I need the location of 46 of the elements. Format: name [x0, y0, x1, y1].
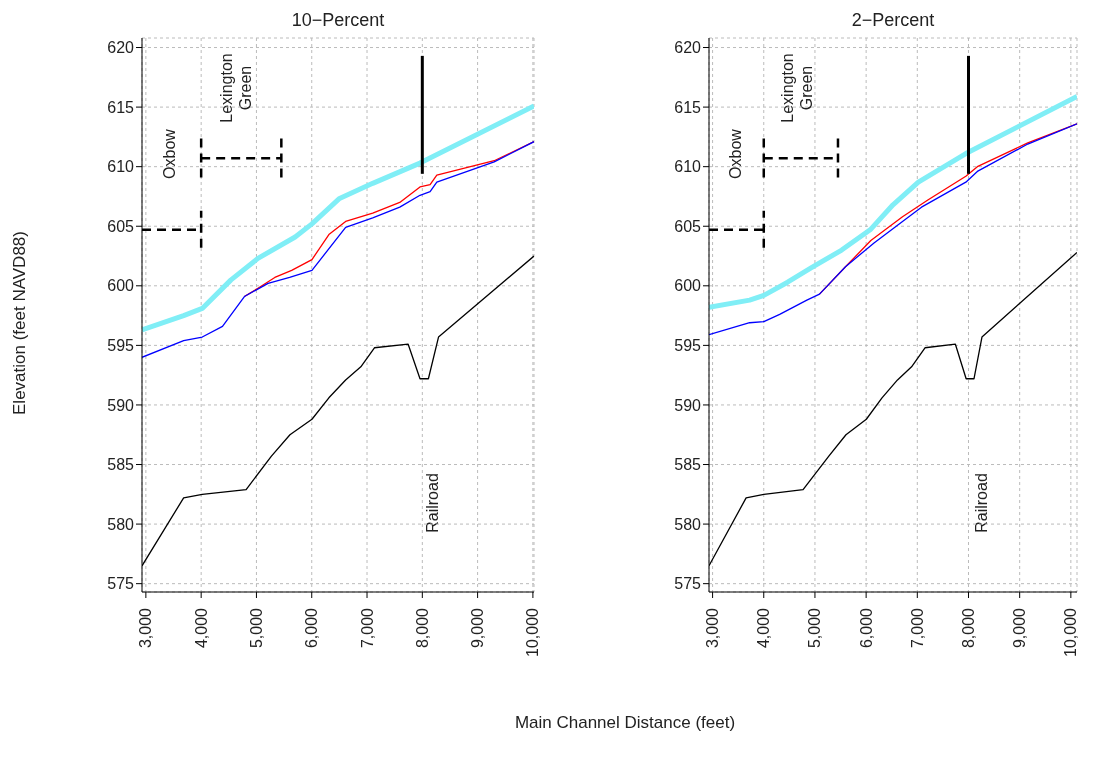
y-tick-label: 590: [107, 396, 135, 414]
x-tick-label: 6,000: [303, 607, 321, 649]
x-tick-label: 8,000: [959, 607, 977, 649]
x-tick-label: 3,000: [137, 607, 155, 649]
y-tick-label: 595: [674, 337, 702, 355]
annotation: Railroad: [422, 473, 442, 534]
y-tick-label: 575: [107, 575, 135, 593]
x-tick-label: 8,000: [413, 607, 431, 649]
y-tick-label: 600: [674, 277, 702, 295]
y-tick-label: 605: [674, 217, 702, 235]
annotation: Oxbow: [159, 129, 179, 180]
y-tick-label: 605: [107, 217, 135, 235]
x-tick-label: 5,000: [247, 607, 265, 649]
y-tick-label: 575: [674, 575, 702, 593]
x-axis-title: Main Channel Distance (feet): [513, 713, 737, 733]
y-tick-label: 585: [674, 456, 702, 474]
y-tick-label: 610: [674, 158, 702, 176]
x-tick-label: 10,000: [524, 607, 542, 657]
x-tick-label: 4,000: [192, 607, 210, 649]
y-tick-label: 620: [674, 39, 702, 57]
y-tick-label: 595: [107, 337, 135, 355]
annotation: Railroad: [971, 473, 991, 534]
y-tick-label: 580: [107, 515, 135, 533]
y-tick-label: 585: [107, 456, 135, 474]
y-tick-label: 620: [107, 39, 135, 57]
x-tick-label: 10,000: [1062, 607, 1080, 657]
y-tick-label: 580: [674, 515, 702, 533]
y-tick-label: 615: [107, 98, 135, 116]
x-tick-label: 9,000: [1011, 607, 1029, 649]
y-tick-label: 610: [107, 158, 135, 176]
x-tick-label: 7,000: [908, 607, 926, 649]
x-tick-label: 4,000: [755, 607, 773, 649]
y-tick-label: 600: [107, 277, 135, 295]
chart-title: 2−Percent: [850, 10, 936, 31]
x-tick-label: 5,000: [806, 607, 824, 649]
x-tick-label: 7,000: [358, 607, 376, 649]
x-tick-label: 9,000: [469, 607, 487, 649]
x-tick-label: 6,000: [857, 607, 875, 649]
y-tick-label: 590: [674, 396, 702, 414]
y-axis-title: Elevation (feet NAVD88): [10, 231, 30, 415]
annotation: Oxbow: [725, 129, 745, 180]
x-tick-label: 3,000: [704, 607, 722, 649]
annotation: Lexington Green: [778, 53, 817, 123]
y-tick-label: 615: [674, 98, 702, 116]
chart-title: 10−Percent: [290, 10, 386, 31]
annotation: Lexington Green: [217, 53, 256, 123]
